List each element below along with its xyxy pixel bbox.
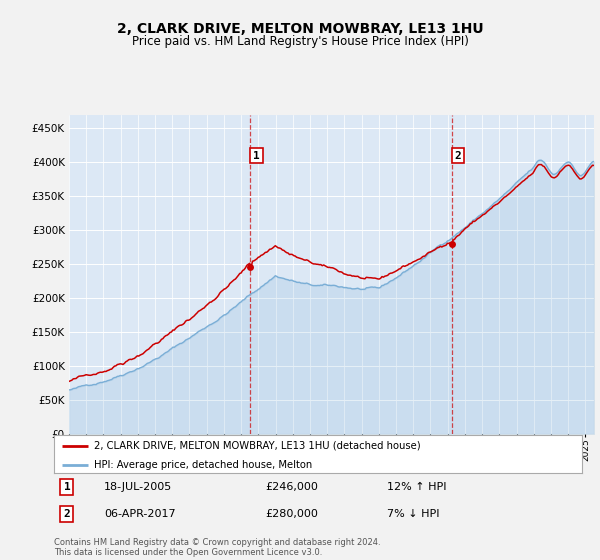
Text: HPI: Average price, detached house, Melton: HPI: Average price, detached house, Melt… [94, 460, 312, 470]
Text: £280,000: £280,000 [265, 508, 318, 519]
Text: 1: 1 [64, 482, 70, 492]
Text: 18-JUL-2005: 18-JUL-2005 [104, 482, 172, 492]
Text: 12% ↑ HPI: 12% ↑ HPI [386, 482, 446, 492]
Text: Price paid vs. HM Land Registry's House Price Index (HPI): Price paid vs. HM Land Registry's House … [131, 35, 469, 48]
Text: Contains HM Land Registry data © Crown copyright and database right 2024.
This d: Contains HM Land Registry data © Crown c… [54, 538, 380, 557]
Text: £246,000: £246,000 [265, 482, 318, 492]
Text: 7% ↓ HPI: 7% ↓ HPI [386, 508, 439, 519]
Text: 2: 2 [64, 508, 70, 519]
Text: 1: 1 [253, 151, 260, 161]
Text: 2: 2 [455, 151, 461, 161]
Text: 2, CLARK DRIVE, MELTON MOWBRAY, LE13 1HU (detached house): 2, CLARK DRIVE, MELTON MOWBRAY, LE13 1HU… [94, 441, 420, 451]
Text: 06-APR-2017: 06-APR-2017 [104, 508, 176, 519]
Text: 2, CLARK DRIVE, MELTON MOWBRAY, LE13 1HU: 2, CLARK DRIVE, MELTON MOWBRAY, LE13 1HU [116, 22, 484, 36]
